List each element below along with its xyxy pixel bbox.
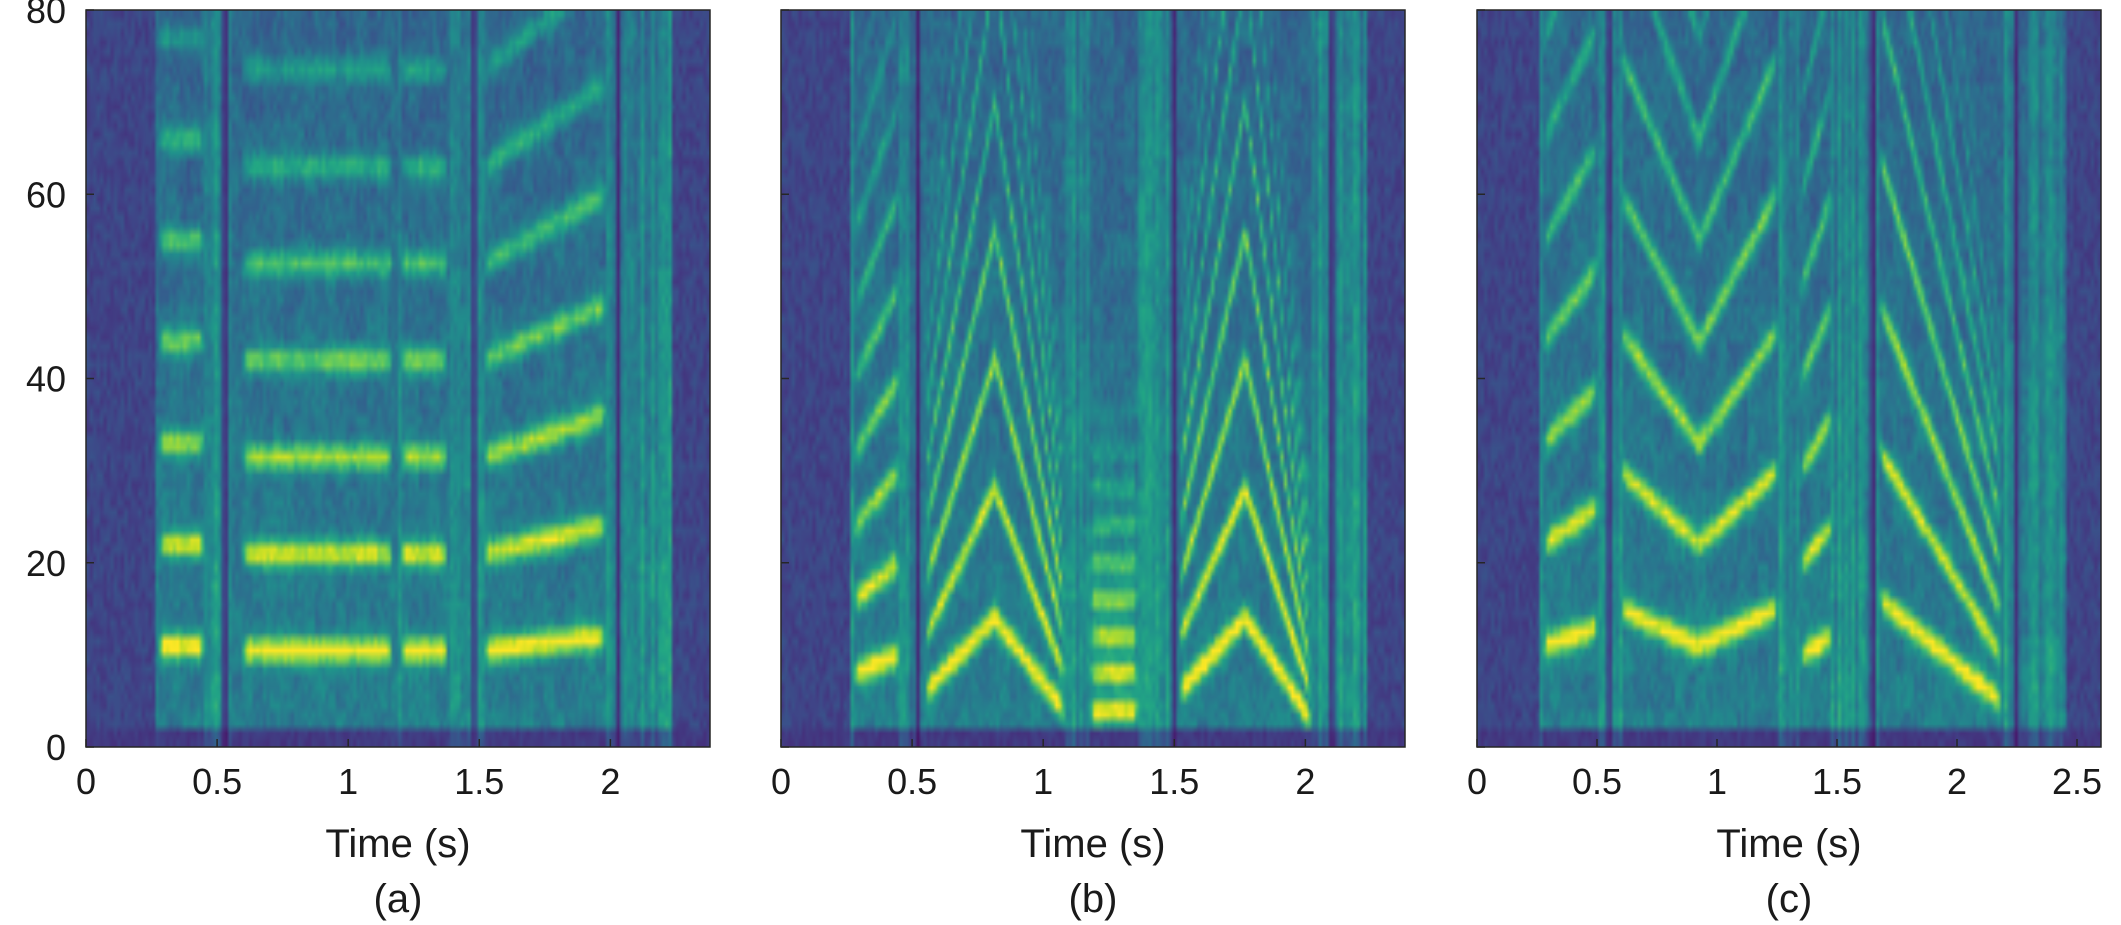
- x-tick-label: 0.5: [1572, 761, 1622, 802]
- panel-caption: (a): [374, 877, 423, 921]
- x-tick-label: 1.5: [1812, 761, 1862, 802]
- spectrogram-panel-2: 0 0.5 1 1.5 2 Time (s) (b): [771, 9, 1406, 921]
- y-tick-label: 40: [26, 359, 66, 400]
- x-tick-label: 0: [76, 761, 96, 802]
- x-tick-label: 0.5: [887, 761, 937, 802]
- spectrogram-image: [1477, 10, 2101, 747]
- x-tick-label: 1.5: [1149, 761, 1199, 802]
- x-tick-label: 1: [338, 761, 358, 802]
- x-tick-label: 2.5: [2052, 761, 2102, 802]
- spectrogram-image: [781, 10, 1405, 747]
- y-tick-label: 0: [46, 727, 66, 768]
- y-tick-label: 20: [26, 543, 66, 584]
- y-tick-label: 80: [26, 0, 66, 31]
- x-tick-label: 1: [1033, 761, 1053, 802]
- spectrogram-image: [86, 10, 710, 747]
- x-tick-label: 2: [1947, 761, 1967, 802]
- spectrogram-panel-3: 0 0.5 1 1.5 2 2.5 Time (s) (c): [1467, 9, 2102, 921]
- x-tick-label: 0: [771, 761, 791, 802]
- x-tick-label: 2: [1295, 761, 1315, 802]
- x-axis-label: Time (s): [1020, 822, 1165, 866]
- panel-caption: (b): [1069, 877, 1118, 921]
- x-axis-label: Time (s): [1716, 822, 1861, 866]
- y-tick-label: 60: [26, 174, 66, 215]
- panel-caption: (c): [1766, 877, 1813, 921]
- x-tick-label: 0.5: [192, 761, 242, 802]
- x-axis-label: Time (s): [325, 822, 470, 866]
- x-tick-label: 2: [600, 761, 620, 802]
- x-tick-label: 1: [1707, 761, 1727, 802]
- x-tick-label: 1.5: [454, 761, 504, 802]
- x-tick-label: 0: [1467, 761, 1487, 802]
